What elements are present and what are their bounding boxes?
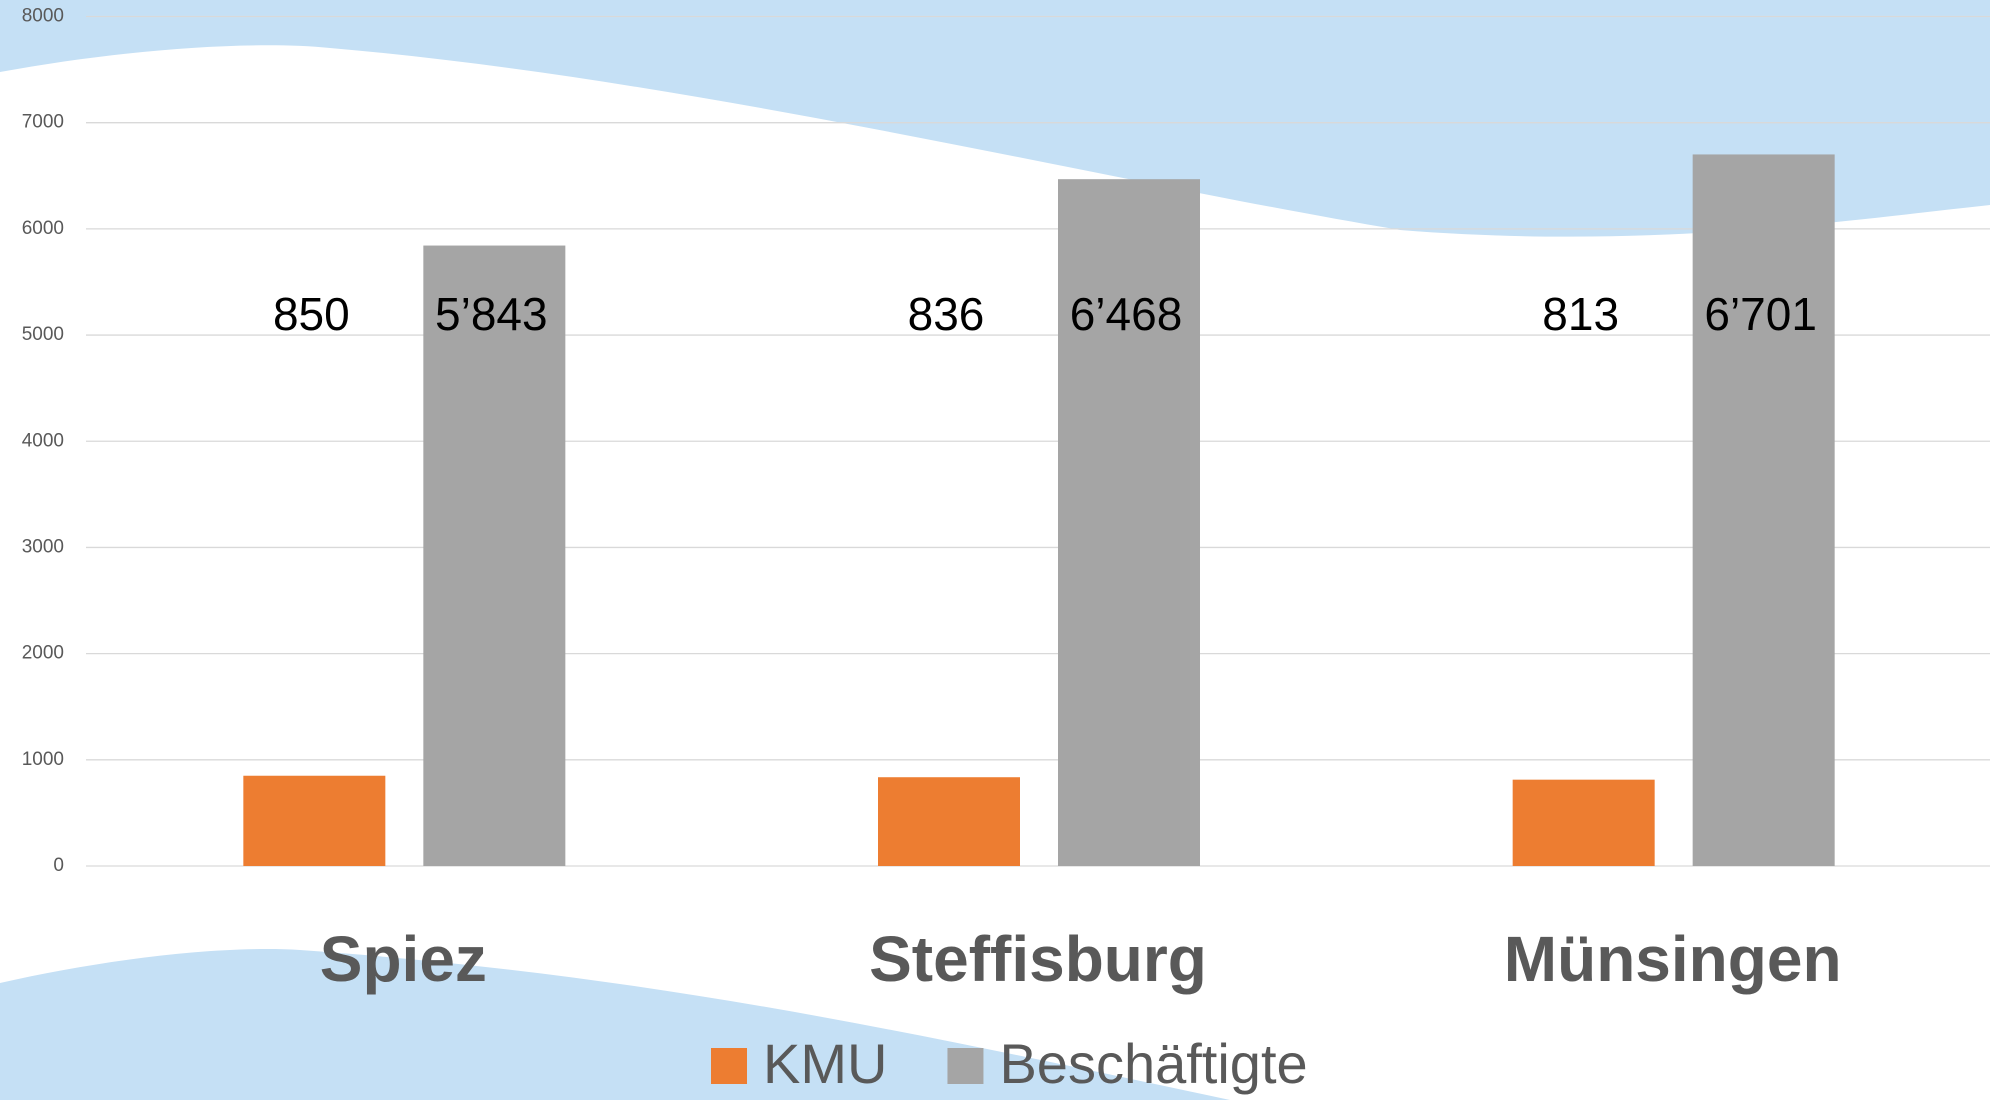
y-tick-label: 3000 bbox=[22, 536, 64, 557]
data-label: 6’468 bbox=[1070, 288, 1183, 340]
data-label: 5’843 bbox=[435, 288, 548, 340]
y-tick-label: 5000 bbox=[22, 324, 64, 345]
y-tick-label: 8000 bbox=[22, 6, 64, 27]
bar bbox=[878, 777, 1020, 866]
chart: 0 1000 2000 3000 4000 5000 6000 7000 8000 Spiez 85… bbox=[0, 0, 1990, 1100]
x-tick-label: Steffisburg bbox=[869, 923, 1207, 995]
bar bbox=[243, 776, 385, 866]
x-tick-label: Spiez bbox=[320, 923, 487, 995]
legend-swatch bbox=[947, 1048, 983, 1084]
y-tick-label: 7000 bbox=[22, 112, 64, 133]
bar bbox=[1513, 780, 1655, 866]
legend-swatch bbox=[711, 1048, 747, 1084]
bar bbox=[1693, 154, 1835, 866]
legend-label: KMU bbox=[763, 1032, 887, 1095]
x-tick-label: Münsingen bbox=[1504, 923, 1842, 995]
y-tick-label: 0 bbox=[53, 855, 64, 876]
y-tick-label: 2000 bbox=[22, 643, 64, 664]
data-label: 6’701 bbox=[1704, 288, 1817, 340]
legend-label: Beschäftigte bbox=[999, 1032, 1307, 1095]
y-tick-label: 4000 bbox=[22, 430, 64, 451]
y-tick-label: 1000 bbox=[22, 749, 64, 770]
data-label: 836 bbox=[908, 288, 985, 340]
data-label: 813 bbox=[1542, 288, 1619, 340]
y-tick-label: 6000 bbox=[22, 218, 64, 239]
bar bbox=[1058, 179, 1200, 866]
data-label: 850 bbox=[273, 288, 350, 340]
